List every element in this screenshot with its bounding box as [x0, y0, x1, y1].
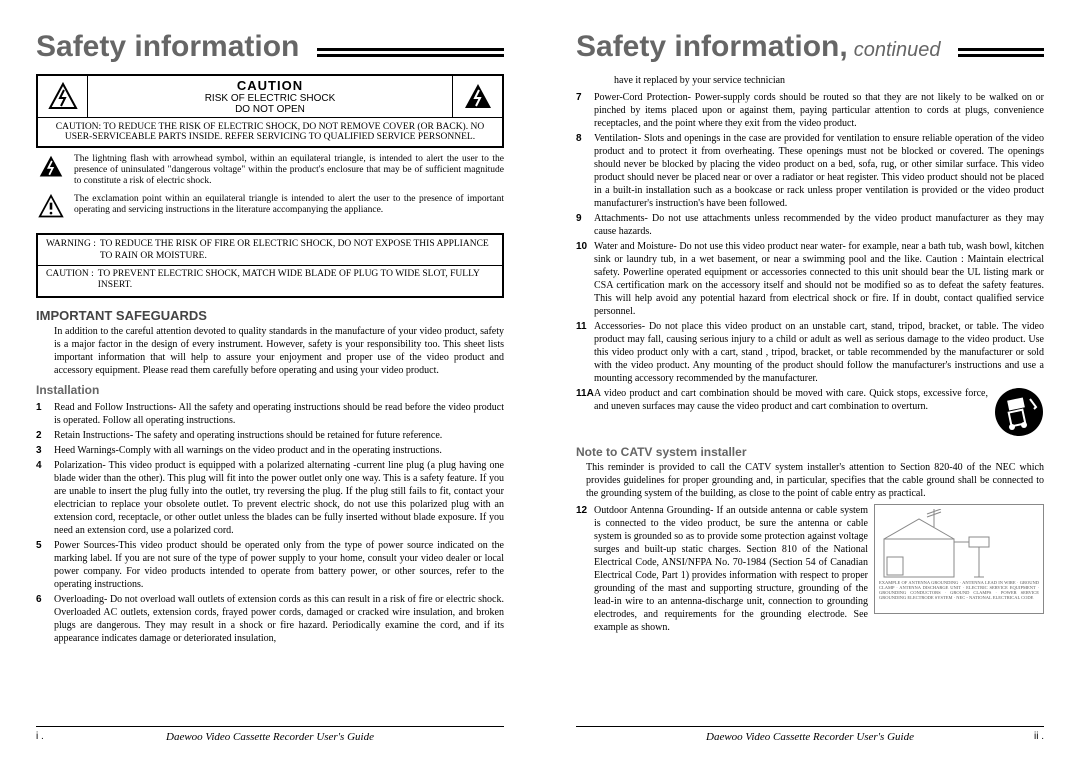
exclamation-triangle-icon: [36, 194, 66, 228]
installation-heading: Installation: [36, 383, 504, 397]
continued-text: continued: [854, 39, 941, 62]
catv-body: This reminder is provided to call the CA…: [576, 461, 1044, 500]
list-item: 7 Power-Cord Protection- Power-supply cor…: [576, 91, 1044, 130]
list-item: 3 Heed Warnings-Comply with all warnings …: [36, 444, 504, 457]
item-number: 11A: [576, 387, 594, 400]
excl-explain-text: The exclamation point within an equilate…: [74, 194, 504, 228]
title-text: Safety information,: [576, 30, 848, 64]
item-text: Ventilation- Slots and openings in the c…: [594, 133, 1044, 209]
item-number: 5: [36, 539, 42, 552]
list-item: 11AA video product and cart combination …: [576, 387, 1044, 437]
item-number: 6: [36, 593, 42, 606]
item-text: Overloading- Do not overload wall outlet…: [54, 594, 504, 644]
item-text: Outdoor Antenna Grounding- If an outside…: [594, 505, 868, 633]
right-page: Safety information, continued have it re…: [540, 0, 1080, 763]
page-title-right: Safety information, continued: [576, 30, 1044, 64]
item-number: 8: [576, 132, 582, 145]
list-item: 6 Overloading- Do not overload wall outle…: [36, 593, 504, 645]
item-number: 4: [36, 459, 42, 472]
item-number: 10: [576, 240, 587, 253]
footer-guide: Daewoo Video Cassette Recorder User's Gu…: [56, 731, 484, 743]
list-item: 11 Accessories- Do not place this video p…: [576, 320, 1044, 385]
caution-head: CAUTION: [92, 78, 448, 93]
item-number: 11: [576, 320, 587, 333]
bolt-triangle-icon: [36, 154, 66, 188]
item-text: Water and Moisture- Do not use this vide…: [594, 241, 1044, 317]
safeguards-heading: IMPORTANT SAFEGUARDS: [36, 308, 504, 323]
bolt-triangle-icon: [38, 76, 88, 117]
item-text: Attachments- Do not use attachments unle…: [594, 213, 1044, 237]
caution-donotopen: DO NOT OPEN: [92, 104, 448, 115]
title-text: Safety information: [36, 30, 299, 64]
list-item: 12 EXAMPLE OF ANTENNA GROUNDING · ANTENN…: [576, 504, 1044, 634]
item6-continuation: have it replaced by your service technic…: [576, 74, 1044, 87]
footer-guide: Daewoo Video Cassette Recorder User's Gu…: [596, 731, 1024, 743]
title-rule: [317, 48, 504, 57]
bolt-explain-text: The lightning flash with arrowhead symbo…: [74, 154, 504, 188]
list-item: 10 Water and Moisture- Do not use this vi…: [576, 240, 1044, 318]
item-number: 7: [576, 91, 582, 104]
catv-heading: Note to CATV system installer: [576, 445, 1044, 459]
caution-body: CAUTION: TO REDUCE THE RISK OF ELECTRIC …: [38, 118, 502, 146]
footer-left: i . Daewoo Video Cassette Recorder User'…: [36, 726, 504, 743]
list-item: 4 Polarization- This video product is equ…: [36, 459, 504, 537]
left-page: Safety information CAUTION RISK OF ELECT…: [0, 0, 540, 763]
list-item: 5 Power Sources-This video product should…: [36, 539, 504, 591]
item-text: Read and Follow Instructions- All the sa…: [54, 402, 504, 426]
item-text: Retain Instructions- The safety and oper…: [54, 430, 442, 441]
caution-risk: RISK OF ELECTRIC SHOCK: [92, 93, 448, 104]
installation-list: 1 Read and Follow Instructions- All the s…: [36, 401, 504, 647]
item-text: Polarization- This video product is equi…: [54, 460, 504, 536]
item-text: Power-Cord Protection- Power-supply cord…: [594, 92, 1044, 129]
list-item: 9 Attachments- Do not use attachments unl…: [576, 212, 1044, 238]
caution2-label: CAUTION :: [46, 269, 94, 292]
page-number: ii .: [1024, 731, 1044, 743]
warning-label: WARNING :: [46, 239, 96, 262]
list-item: 1 Read and Follow Instructions- All the s…: [36, 401, 504, 427]
warning-box: WARNING : TO REDUCE THE RISK OF FIRE OR …: [36, 233, 504, 298]
shock-triangle-icon: [452, 76, 502, 117]
grounding-diagram: EXAMPLE OF ANTENNA GROUNDING · ANTENNA L…: [874, 504, 1044, 614]
item-text: Power Sources-This video product should …: [54, 540, 504, 590]
item-number: 3: [36, 444, 42, 457]
item12-list: 12 EXAMPLE OF ANTENNA GROUNDING · ANTENN…: [576, 504, 1044, 636]
warning-text: TO REDUCE THE RISK OF FIRE OR ELECTRIC S…: [100, 239, 494, 262]
cart-tip-icon: [994, 387, 1044, 437]
item-text: Accessories- Do not place this video pro…: [594, 321, 1044, 384]
caution2-text: TO PREVENT ELECTRIC SHOCK, MATCH WIDE BL…: [98, 269, 494, 292]
item-number: 12: [576, 504, 587, 517]
safeguards-body: In addition to the careful attention dev…: [36, 325, 504, 377]
footer-right: Daewoo Video Cassette Recorder User's Gu…: [576, 726, 1044, 743]
page-number: i .: [36, 731, 56, 743]
item-number: 1: [36, 401, 42, 414]
diagram-labels: EXAMPLE OF ANTENNA GROUNDING · ANTENNA L…: [879, 581, 1039, 601]
item-number: 9: [576, 212, 582, 225]
bolt-explain-row: The lightning flash with arrowhead symbo…: [36, 154, 504, 188]
list-item: 2 Retain Instructions- The safety and ope…: [36, 429, 504, 442]
title-rule: [958, 48, 1044, 57]
excl-explain-row: The exclamation point within an equilate…: [36, 194, 504, 228]
item-text: Heed Warnings-Comply with all warnings o…: [54, 445, 442, 456]
item-text: A video product and cart combination sho…: [594, 388, 988, 412]
page-title-left: Safety information: [36, 30, 504, 64]
caution-box: CAUTION RISK OF ELECTRIC SHOCK DO NOT OP…: [36, 74, 504, 148]
item-number: 2: [36, 429, 42, 442]
list-item: 8 Ventilation- Slots and openings in the …: [576, 132, 1044, 210]
continued-list: 7 Power-Cord Protection- Power-supply cor…: [576, 91, 1044, 439]
